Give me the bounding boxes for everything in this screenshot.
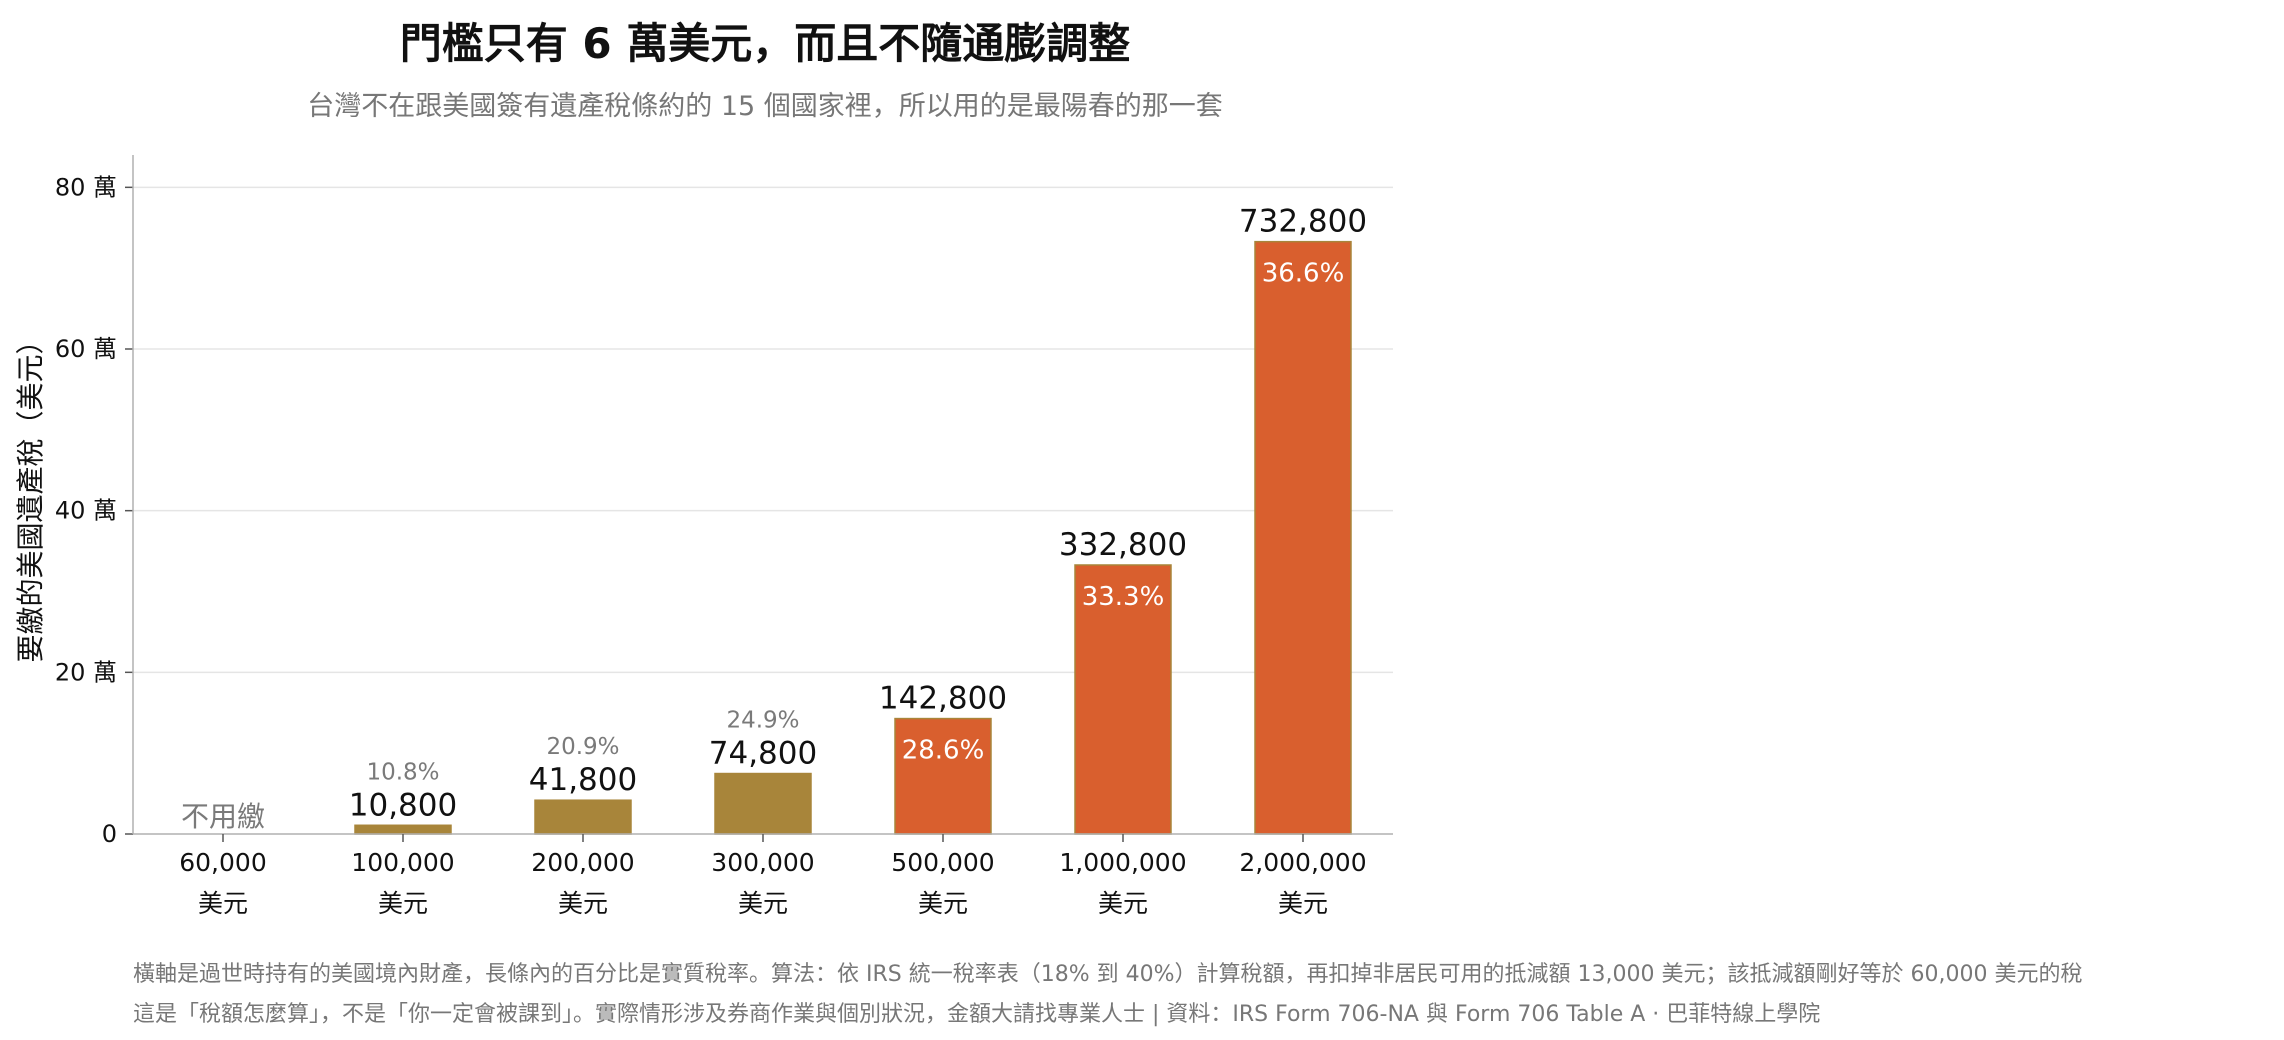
value-label: 10,800 <box>349 787 457 823</box>
x-tick-label: 2,000,000 <box>1239 848 1366 877</box>
value-label: 74,800 <box>709 736 817 772</box>
x-tick-unit: 美元 <box>198 889 248 918</box>
bars <box>354 240 1352 835</box>
value-label: 41,800 <box>529 762 637 798</box>
bar <box>894 717 992 835</box>
bar <box>354 824 452 835</box>
bar <box>1074 564 1172 835</box>
y-tick-label: 80 萬 <box>55 173 117 201</box>
y-tick-label: 40 萬 <box>55 497 117 525</box>
rate-label: 10.8% <box>366 759 439 785</box>
x-tick-unit: 美元 <box>558 889 608 918</box>
value-label: 不用繳 <box>181 800 265 833</box>
rate-label: 28.6% <box>902 736 985 766</box>
y-tick-label: 20 萬 <box>55 658 117 686</box>
x-tick-label: 1,000,000 <box>1059 848 1186 877</box>
y-axis-label: 要繳的美國遺產稅（美元） <box>14 326 47 662</box>
x-tick-unit: 美元 <box>1278 889 1328 918</box>
bar <box>1254 240 1352 835</box>
x-tick-unit: 美元 <box>738 889 788 918</box>
x-tick-label: 500,000 <box>891 848 994 877</box>
x-tick-label: 200,000 <box>531 848 634 877</box>
x-tick-label: 300,000 <box>711 848 814 877</box>
x-tick-label: 100,000 <box>351 848 454 877</box>
footnote-method: 橫軸是過世時持有的美國境內財產，長條內的百分比是實質稅率。算法：依 IRS 統一… <box>133 962 2083 987</box>
x-tick-label: 60,000 <box>179 848 266 877</box>
gridlines <box>133 186 1393 674</box>
chart-subtitle: 台灣不在跟美國簽有遺產稅條約的 15 個國家裡，所以用的是最陽春的那一套 <box>307 91 1223 122</box>
y-tick-label: 60 萬 <box>55 335 117 363</box>
bar <box>534 799 632 835</box>
x-tick-unit: 美元 <box>918 889 968 918</box>
rate-label: 20.9% <box>546 734 619 760</box>
footnote-source: 這是「稅額怎麼算」，不是「你一定會被課到」。實際情形涉及券商作業與個別狀況，金額… <box>133 1002 1821 1027</box>
chart-title: 門檻只有 6 萬美元，而且不隨通膨調整 <box>399 19 1131 68</box>
x-tick-unit: 美元 <box>378 889 428 918</box>
bar <box>714 772 812 835</box>
rate-label: 36.6% <box>1262 259 1345 289</box>
y-tick-label: 0 <box>102 820 117 848</box>
rate-label: 33.3% <box>1082 582 1165 612</box>
value-label: 332,800 <box>1059 527 1187 563</box>
x-tick-unit: 美元 <box>1098 889 1148 918</box>
value-label: 142,800 <box>879 681 1007 717</box>
rate-label: 24.9% <box>726 708 799 734</box>
value-label: 732,800 <box>1239 204 1367 240</box>
